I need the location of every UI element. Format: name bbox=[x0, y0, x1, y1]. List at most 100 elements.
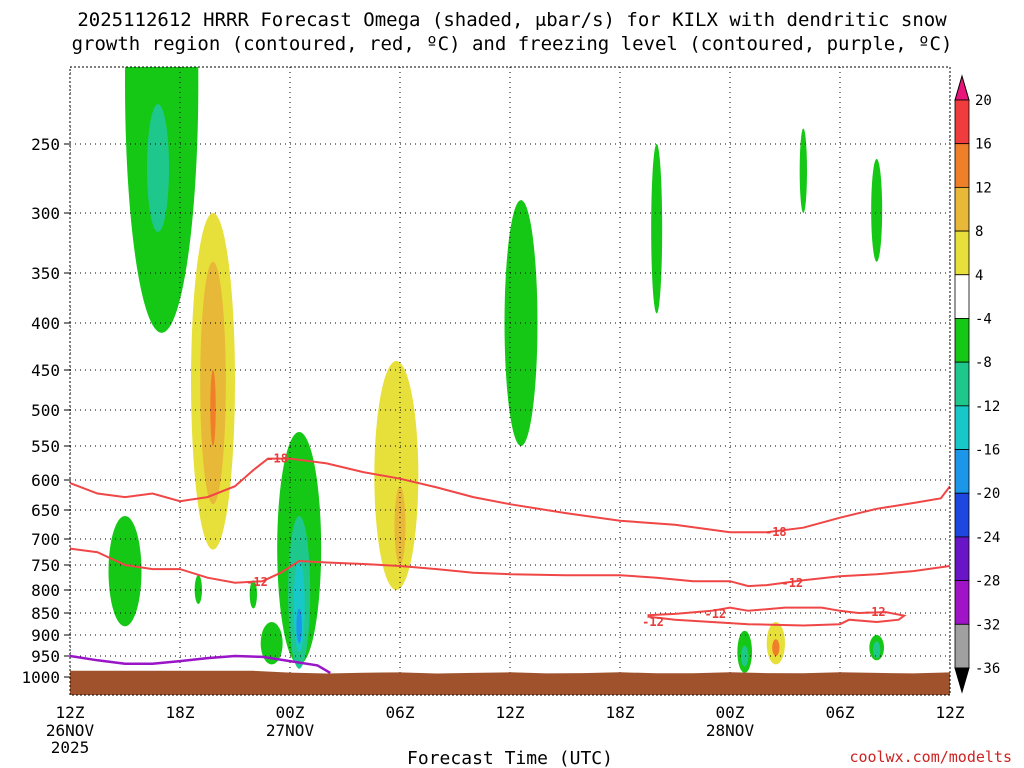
omega-region-26 bbox=[108, 515, 142, 627]
y-tick-label-500: 500 bbox=[31, 401, 60, 420]
x-tick-label-1: 18Z bbox=[166, 703, 195, 722]
y-tick-label-750: 750 bbox=[31, 556, 60, 575]
colorbar-bottom-triangle bbox=[954, 667, 970, 694]
omega-region-27 bbox=[194, 575, 202, 604]
omega-region-42 bbox=[296, 608, 302, 644]
colorbar-label-2: 12 bbox=[975, 180, 992, 196]
omega-region-34 bbox=[799, 128, 807, 213]
x-tick-label-0: 12Z bbox=[56, 703, 85, 722]
omega-region-22 bbox=[394, 486, 406, 565]
colorbar-segment-9 bbox=[954, 449, 970, 494]
omega-region-17 bbox=[797, 213, 864, 590]
y-tick-label-250: 250 bbox=[31, 135, 60, 154]
omega-region-14 bbox=[753, 67, 798, 677]
omega-region-6 bbox=[334, 549, 356, 652]
omega-region-12 bbox=[662, 67, 707, 656]
omega-region-10 bbox=[570, 67, 615, 352]
omega-region-35 bbox=[871, 158, 883, 262]
colorbar-label-8: -16 bbox=[975, 443, 1000, 459]
omega-region-32 bbox=[651, 144, 663, 314]
x-tick-sublabel-6-0: 28NOV bbox=[706, 721, 755, 740]
colorbar-label-5: -4 bbox=[975, 311, 992, 327]
x-tick-label-7: 06Z bbox=[826, 703, 855, 722]
colorbar-label-1: 16 bbox=[975, 137, 992, 153]
contour-label-3: -18 bbox=[765, 525, 787, 539]
omega-shading bbox=[73, 67, 950, 686]
y-tick-label-900: 900 bbox=[31, 626, 60, 645]
dgz-contour-2 bbox=[647, 606, 907, 627]
colorbar-segment-11 bbox=[954, 536, 970, 582]
colorbar-label-0: 20 bbox=[975, 93, 992, 109]
omega-region-39 bbox=[741, 645, 749, 667]
colorbar-segment-3 bbox=[954, 186, 970, 232]
dgz-contour-0 bbox=[70, 457, 950, 534]
omega-region-8 bbox=[433, 630, 448, 665]
chart-title-line-1: 2025112612 HRRR Forecast Omega (shaded, … bbox=[77, 9, 947, 31]
colorbar-label-13: -36 bbox=[975, 661, 1000, 677]
colorbar-segment-2 bbox=[954, 143, 970, 188]
ground-terrain bbox=[70, 670, 950, 695]
chart-title: 2025112612 HRRR Forecast Omega (shaded, … bbox=[72, 9, 953, 55]
colorbar-label-7: -12 bbox=[975, 399, 1000, 415]
contour-label-5: -12 bbox=[704, 607, 726, 621]
credit-text: coolwx.com/modelts bbox=[849, 748, 1012, 766]
y-tick-label-350: 350 bbox=[31, 264, 60, 283]
x-tick-sublabel-0-1: 2025 bbox=[51, 738, 90, 757]
omega-region-9 bbox=[495, 594, 532, 656]
omega-region-5 bbox=[301, 144, 316, 273]
y-tick-label-850: 850 bbox=[31, 604, 60, 623]
freezing-contour-line bbox=[70, 654, 331, 674]
omega-region-23 bbox=[210, 370, 216, 446]
colorbar-label-12: -32 bbox=[975, 617, 1000, 633]
colorbar-label-6: -8 bbox=[975, 355, 992, 371]
colorbar-segment-8 bbox=[954, 405, 970, 450]
omega-region-28 bbox=[249, 580, 257, 609]
contour-label-0: -18 bbox=[266, 452, 288, 466]
ground-polygon bbox=[70, 670, 950, 695]
contour-label-2: -12 bbox=[642, 615, 664, 629]
x-tick-label-3: 06Z bbox=[386, 703, 415, 722]
contour-label-6: -12 bbox=[864, 605, 886, 619]
omega-region-37 bbox=[147, 104, 169, 232]
y-axis: 250 300 350 400 450 500 550 600 650 700 750 800 850 9… bbox=[21, 135, 70, 687]
x-tick-sublabel-0-0: 26NOV bbox=[46, 721, 95, 740]
y-tick-label-700: 700 bbox=[31, 530, 60, 549]
omega-region-3 bbox=[264, 473, 279, 595]
y-tick-label-450: 450 bbox=[31, 361, 60, 380]
colorbar-segment-5 bbox=[954, 274, 970, 319]
x-tick-label-8: 12Z bbox=[936, 703, 965, 722]
y-tick-label-800: 800 bbox=[31, 581, 60, 600]
colorbar-segment-4 bbox=[954, 230, 970, 276]
dgz-contour-1 bbox=[70, 547, 950, 588]
colorbar-segment-7 bbox=[954, 361, 970, 407]
colorbar-segment-13 bbox=[954, 623, 970, 669]
dendritic-growth-contours bbox=[70, 457, 950, 627]
y-tick-label-550: 550 bbox=[31, 437, 60, 456]
contour-label-4: -12 bbox=[781, 576, 803, 590]
y-tick-label-400: 400 bbox=[31, 314, 60, 333]
y-tick-label-950: 950 bbox=[31, 647, 60, 666]
colorbar-segment-12 bbox=[954, 580, 970, 625]
x-tick-label-4: 12Z bbox=[496, 703, 525, 722]
omega-region-40 bbox=[873, 641, 881, 659]
colorbar-label-11: -28 bbox=[975, 574, 1000, 590]
y-tick-label-600: 600 bbox=[31, 471, 60, 490]
y-tick-label-300: 300 bbox=[31, 204, 60, 223]
omega-region-19 bbox=[374, 361, 419, 590]
omega-region-16 bbox=[939, 342, 950, 467]
contour-labels: -18 -12 -12 -18 -12 -12 -12 bbox=[246, 452, 886, 629]
omega-region-15 bbox=[803, 570, 896, 661]
colorbar-label-9: -20 bbox=[975, 486, 1000, 502]
omega-region-30 bbox=[260, 621, 283, 665]
colorbar-segment-1 bbox=[954, 99, 970, 145]
omega-region-41 bbox=[293, 559, 305, 652]
contour-label-1: -12 bbox=[246, 575, 268, 589]
x-tick-sublabel-2-0: 27NOV bbox=[266, 721, 315, 740]
colorbar-top-triangle bbox=[954, 74, 970, 101]
y-tick-label-650: 650 bbox=[31, 501, 60, 520]
colorbar-label-3: 8 bbox=[975, 224, 983, 240]
y-tick-label-1000: 1000 bbox=[21, 668, 60, 687]
colorbar: 20 16 12 8 4 -4 -8 -12 -16 -20 -24 -28 -32 -36 bbox=[954, 74, 1000, 694]
